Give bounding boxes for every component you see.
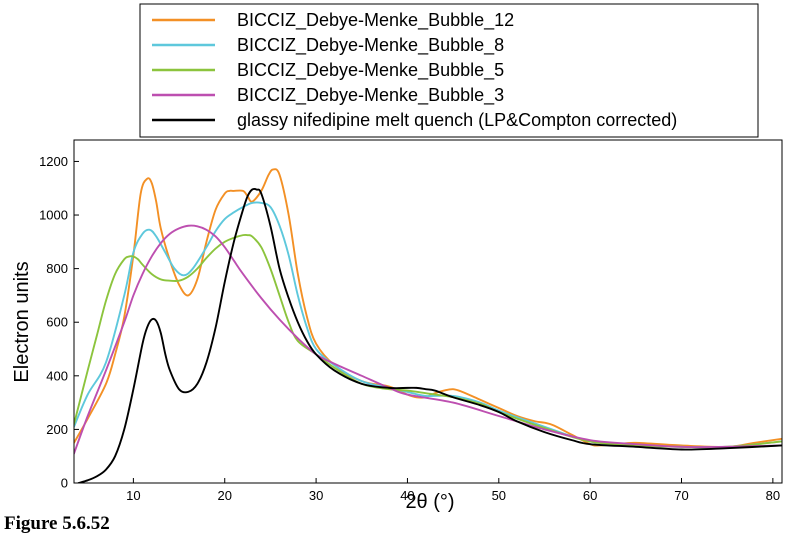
legend-label-2: BICCIZ_Debye-Menke_Bubble_8 [237, 35, 504, 56]
legend-label-3: BICCIZ_Debye-Menke_Bubble_5 [237, 60, 504, 81]
x-tick-label: 70 [674, 488, 688, 503]
legend: BICCIZ_Debye-Menke_Bubble_12 BICCIZ_Debye… [139, 3, 759, 138]
series-line-4 [74, 224, 782, 455]
x-tick-label: 80 [766, 488, 780, 503]
legend-label-4: BICCIZ_Debye-Menke_Bubble_3 [237, 85, 504, 106]
y-tick-label: 0 [61, 476, 68, 491]
y-tick-label: 200 [46, 422, 68, 437]
axes-frame [73, 139, 783, 484]
y-tick-label: 600 [46, 315, 68, 330]
series-line-3 [74, 233, 782, 449]
legend-label-1: BICCIZ_Debye-Menke_Bubble_12 [237, 10, 514, 31]
y-axis-label: Electron units [11, 261, 33, 382]
x-tick-label: 10 [126, 488, 140, 503]
series-lines [74, 168, 782, 483]
x-axis-label: 2θ (°) [405, 491, 454, 513]
y-tick-label: 800 [46, 261, 68, 276]
series-line-2 [74, 201, 782, 449]
x-tick-label: 50 [492, 488, 506, 503]
x-tick-label: 40 [400, 488, 414, 503]
series-line-5 [77, 187, 782, 483]
y-tick-label: 400 [46, 368, 68, 383]
y-tick-label: 1200 [39, 154, 68, 169]
legend-box [139, 3, 759, 138]
series-line-1 [74, 168, 782, 448]
x-tick-label: 20 [218, 488, 232, 503]
y-tick-label: 1000 [39, 208, 68, 223]
x-tick-label: 30 [309, 488, 323, 503]
legend-label-5: glassy nifedipine melt quench (LP&Compto… [237, 110, 677, 130]
x-tick-label: 60 [583, 488, 597, 503]
figure-caption: Figure 5.6.52 [4, 513, 110, 534]
